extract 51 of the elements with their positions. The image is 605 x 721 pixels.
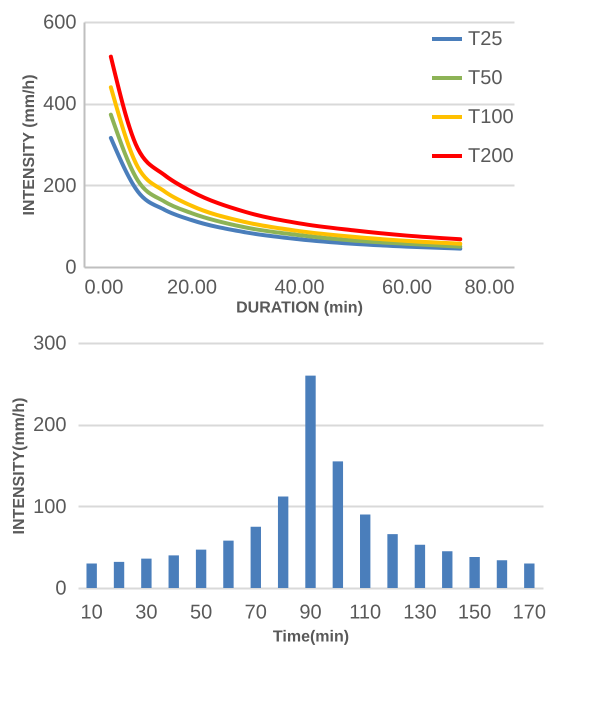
line-series [108,112,462,249]
bar [305,376,316,588]
bar [250,526,261,588]
y-tick-label: 0 [65,256,76,278]
x-tick-label: 10 [80,602,103,624]
bar [524,564,535,588]
y-tick-label: 200 [43,174,76,197]
bar [168,555,179,588]
bar [414,544,426,588]
line-series [108,85,462,246]
legend-label: T100 [468,106,514,128]
x-tick-label: 130 [403,602,437,624]
x-tick-label: 80.00 [464,276,514,298]
y-tick-label: 200 [33,414,66,436]
x-tick-label: 0.00 [84,276,124,298]
x-tick-label: 110 [349,602,382,624]
legend-label: T25 [468,28,502,50]
bar [332,461,344,588]
x-tick-label: 150 [458,602,492,624]
bar [278,496,288,588]
x-tick-label: 40.00 [274,276,325,298]
y-tick-label: 300 [33,332,66,354]
y-tick-label: 0 [55,578,66,600]
bar [496,560,508,588]
bar [387,534,398,588]
x-tick-label: 30 [135,602,158,624]
legend-label: T200 [468,145,514,167]
x-axis-title: Time(min) [272,628,350,646]
x-tick-label: 170 [512,602,546,624]
y-axis-title: INTENSITY (mm/h) [21,74,38,216]
legend-label: T50 [468,67,502,89]
bar [223,540,234,588]
bar [141,558,152,588]
line-series [108,136,462,251]
bar [196,550,206,588]
x-tick-label: 60.00 [382,276,432,298]
bar [360,514,370,588]
bar [114,562,124,588]
x-tick-label: 20.00 [166,276,218,298]
x-axis-title: DURATION (min) [236,300,363,316]
x-tick-label: 50 [190,602,212,624]
y-tick-label: 100 [33,496,66,518]
x-tick-label: 90 [299,602,322,624]
bar [469,556,480,588]
y-tick-label: 400 [43,93,76,116]
bar [86,564,97,588]
y-axis-title: INTENSITY(mm/h) [11,398,28,534]
x-tick-label: 70 [244,602,267,624]
y-tick-label: 600 [43,12,76,34]
line-series [108,54,462,242]
bar [442,551,452,588]
